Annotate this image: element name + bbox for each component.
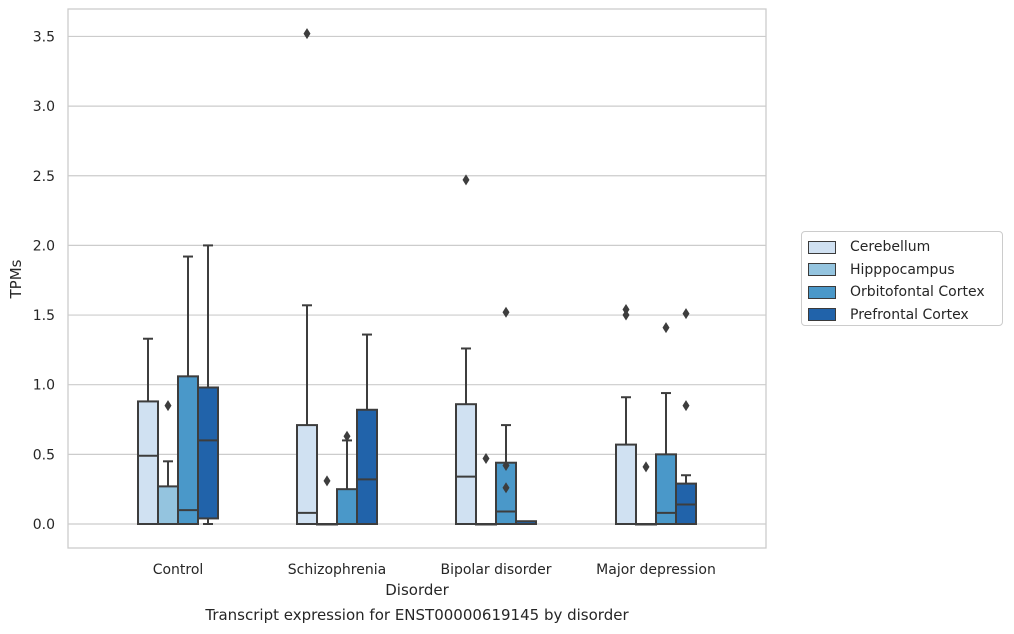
box-3-0 <box>197 244 219 525</box>
box-iqr <box>177 375 199 526</box>
box-0-0 <box>137 337 159 525</box>
box-iqr <box>296 424 318 525</box>
legend-swatch <box>808 263 836 277</box>
outlier-point <box>462 174 470 186</box>
box-2-3 <box>655 322 677 526</box>
box-1-1 <box>316 475 338 526</box>
box-iqr <box>197 386 219 520</box>
box-3-1 <box>356 333 378 525</box>
legend: Cerebellum Hipppocampus Orbitofontal Corte… <box>801 231 1003 326</box>
box-groups <box>137 28 697 526</box>
box-0-1 <box>296 28 318 525</box>
outlier-point <box>164 400 172 412</box>
legend-item: Prefrontal Cortex <box>808 304 1002 327</box>
box-2-1 <box>336 430 358 525</box>
outlier-point <box>502 306 510 318</box>
y-tick-label: 2.5 <box>33 169 55 185</box>
x-tick-label: Major depression <box>596 562 716 578</box>
legend-label: Prefrontal Cortex <box>850 306 969 323</box>
box-1-0 <box>157 400 179 526</box>
outlier-point <box>343 430 351 442</box>
legend-item: Cerebellum <box>808 236 1002 259</box>
y-tick-label: 1.0 <box>33 378 55 394</box>
legend-item: Hipppocampus <box>808 259 1002 282</box>
legend-swatch <box>808 240 836 254</box>
box-2-0 <box>177 255 199 526</box>
outlier-point <box>482 453 490 465</box>
outlier-point <box>622 303 630 315</box>
outlier-point <box>662 322 670 334</box>
box-iqr <box>615 443 637 525</box>
legend-label: Cerebellum <box>850 239 931 256</box>
x-axis-label: Disorder <box>385 581 449 599</box>
box-0-2 <box>455 174 477 525</box>
outlier-point <box>622 309 630 321</box>
figure-caption: Transcript expression for ENST0000061914… <box>205 606 629 624</box>
box-iqr <box>356 408 378 525</box>
box-iqr <box>137 400 159 525</box>
outlier-point <box>502 482 510 494</box>
outlier-point <box>323 475 331 487</box>
box-iqr <box>336 488 358 525</box>
box-1-2 <box>475 453 497 526</box>
plot-frame <box>67 8 767 549</box>
box-3-3 <box>675 308 697 525</box>
x-tick-label: Schizophrenia <box>288 562 386 578</box>
outlier-point <box>303 28 311 40</box>
legend-swatch <box>808 308 836 322</box>
y-tick-labels: 0.0 0.5 1.0 1.5 2.0 2.5 3.0 3.5 <box>33 29 55 533</box>
box-3-2 <box>515 520 537 525</box>
outlier-point <box>642 461 650 473</box>
box-iqr <box>455 403 477 525</box>
y-tick-label: 0.0 <box>33 517 55 533</box>
x-tick-label: Control <box>153 562 204 578</box>
y-tick-label: 0.5 <box>33 447 55 463</box>
box-iqr <box>157 485 179 526</box>
legend-label: Hipppocampus <box>850 261 955 278</box>
x-tick-label: Bipolar disorder <box>440 562 551 578</box>
box-2-2 <box>495 306 517 526</box>
y-axis-label: TPMs <box>7 259 25 299</box>
y-tick-label: 2.0 <box>33 238 55 254</box>
legend-swatch <box>808 285 836 299</box>
box-1-3 <box>635 461 657 526</box>
legend-item: Orbitofontal Cortex <box>808 281 1002 304</box>
outlier-point <box>682 400 690 412</box>
outlier-point <box>682 308 690 320</box>
box-0-3 <box>615 303 637 525</box>
y-tick-label: 3.0 <box>33 99 55 115</box>
outlier-point <box>502 459 510 471</box>
x-tick-labels: Control Schizophrenia Bipolar disorder Majo… <box>153 562 716 578</box>
y-tick-label: 1.5 <box>33 308 55 324</box>
y-tick-label: 3.5 <box>33 29 55 45</box>
box-iqr <box>495 461 517 526</box>
gridlines <box>68 35 766 525</box>
legend-label: Orbitofontal Cortex <box>850 284 985 301</box>
